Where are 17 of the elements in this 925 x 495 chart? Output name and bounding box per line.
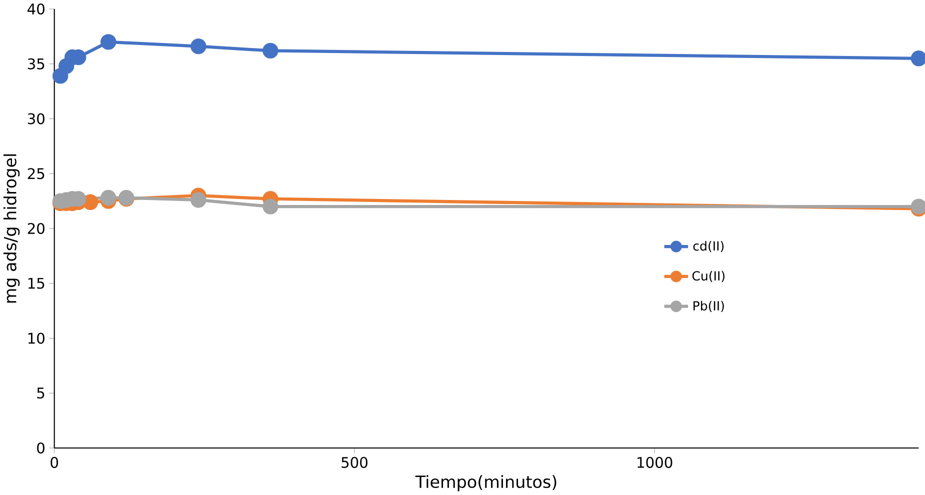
legend-label: Pb(II) [694,300,724,312]
x-axis-title: Tiempo(minutos) [415,475,556,492]
x-tick-label: 0 [50,457,58,468]
y-tick-label: 35 [28,58,44,70]
y-tick-label: 0 [37,442,44,454]
x-tick-label: 500 [342,457,368,468]
y-tick-label: 20 [28,223,44,234]
legend-label: Cu(II) [692,271,724,282]
legend-label: cd(II) [693,241,724,252]
y-tick-label: 5 [37,388,44,399]
x-tick-label: 1000 [638,457,672,468]
y-tick-label: 30 [28,113,44,124]
y-tick-label: 10 [28,332,44,344]
y-axis-title: mg ads/g hidrogel [3,154,20,303]
y-tick-label: 40 [28,4,44,15]
y-tick-label: 25 [28,168,44,180]
y-tick-label: 15 [28,278,44,289]
